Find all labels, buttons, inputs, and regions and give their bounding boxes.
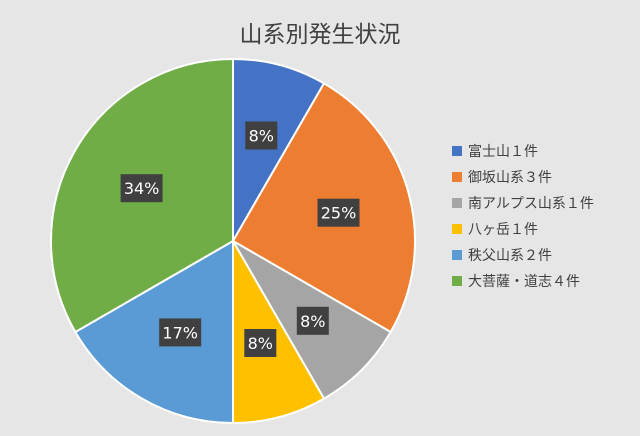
legend-label: 大菩薩・道志４件 — [468, 274, 580, 290]
pie-slice-5 — [74, 239, 234, 425]
legend-swatch — [452, 276, 462, 286]
legend-swatch — [452, 146, 462, 156]
legend-item-6: 大菩薩・道志４件 — [452, 274, 580, 290]
legend-label: 御坂山系３件 — [468, 170, 552, 186]
data-label-box — [120, 174, 163, 203]
data-label-text: 25% — [321, 204, 357, 223]
data-label-box — [159, 318, 202, 347]
data-label-3: 8% — [296, 306, 329, 335]
data-label-text: 8% — [248, 334, 273, 353]
legend-item-2: 御坂山系３件 — [452, 170, 552, 186]
data-label-box — [317, 198, 360, 227]
chart-title: 山系別発生状況 — [240, 22, 401, 48]
legend-label: 南アルプス山系１件 — [468, 196, 594, 212]
data-label-box — [245, 121, 278, 150]
data-label-6: 34% — [120, 174, 163, 203]
pie-slices — [50, 57, 416, 425]
data-label-text: 34% — [124, 179, 160, 198]
pie-slice-1 — [232, 57, 326, 245]
legend-swatch — [452, 198, 462, 208]
pie-slice-4 — [232, 237, 326, 425]
legend-swatch — [452, 224, 462, 234]
legend-item-5: 秩父山系２件 — [452, 248, 552, 264]
data-label-text: 8% — [249, 127, 274, 146]
legend-label: 八ヶ岳１件 — [468, 222, 538, 238]
data-label-box — [244, 329, 277, 357]
data-label-box — [296, 306, 329, 335]
data-label-1: 8% — [245, 121, 278, 150]
legend-swatch — [452, 172, 462, 182]
legend-swatch — [452, 250, 462, 260]
data-label-5: 17% — [159, 318, 202, 347]
data-label-text: 17% — [162, 323, 198, 342]
legend-item-4: 八ヶ岳１件 — [452, 222, 538, 238]
legend-label: 秩父山系２件 — [468, 248, 552, 264]
data-label-4: 8% — [244, 329, 277, 357]
data-labels: 8% 25% 8% 8% 17% 34% — [120, 121, 360, 357]
data-label-text: 8% — [300, 312, 325, 331]
legend-item-3: 南アルプス山系１件 — [452, 196, 594, 212]
data-label-2: 25% — [317, 198, 360, 227]
legend-item-1: 富士山１件 — [452, 143, 538, 160]
legend-label: 富士山１件 — [468, 143, 538, 160]
